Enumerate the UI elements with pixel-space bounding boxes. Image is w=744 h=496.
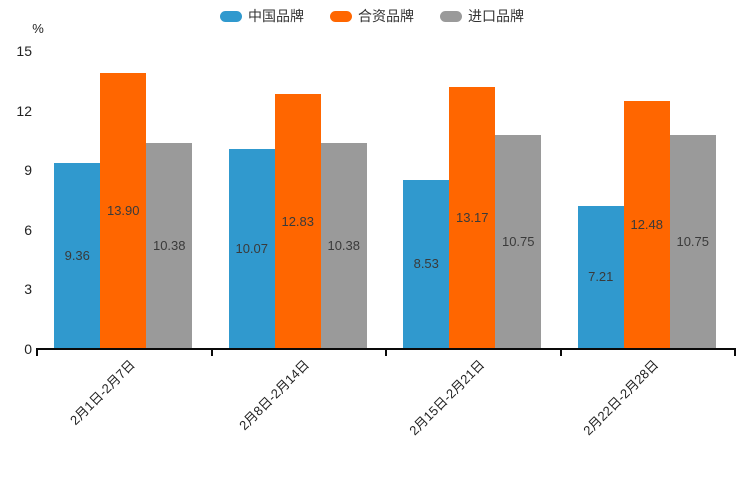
bar-value-label: 10.38 (327, 237, 361, 253)
legend-item-2[interactable]: 进口品牌 (440, 7, 524, 25)
bar-series1-group3[interactable]: 12.48 (623, 101, 670, 349)
bar-value-label: 13.90 (106, 202, 140, 218)
legend-item-0[interactable]: 中国品牌 (220, 7, 304, 25)
bar-series0-group1[interactable]: 10.07 (228, 148, 275, 349)
x-axis-tick-mark (385, 349, 387, 356)
legend-label: 进口品牌 (468, 8, 524, 24)
bar-value-label: 10.07 (235, 240, 269, 256)
bar-value-label: 13.17 (455, 210, 489, 226)
bar-series0-group2[interactable]: 8.53 (403, 179, 450, 349)
bar-value-label: 10.75 (676, 234, 710, 250)
legend: 中国品牌 合资品牌 进口品牌 (0, 6, 744, 26)
bar-value-label: 9.36 (64, 248, 90, 264)
bar-value-label: 12.48 (630, 217, 664, 233)
y-axis-unit-label: % (32, 21, 44, 36)
y-axis-tick-label: 12 (16, 102, 32, 119)
legend-marker-icon (220, 10, 242, 22)
legend-marker-icon (330, 10, 352, 22)
bar-series2-group0[interactable]: 10.38 (146, 142, 193, 349)
bar-value-label: 8.53 (413, 256, 439, 272)
x-axis-tick-mark (210, 349, 213, 356)
bar-series0-group0[interactable]: 9.36 (54, 163, 101, 349)
y-axis-tick-label: 6 (24, 221, 32, 238)
y-axis-tick-label: 3 (24, 281, 32, 298)
y-axis-tick-label: 15 (16, 43, 32, 59)
bar-series2-group3[interactable]: 10.75 (669, 135, 716, 349)
y-axis-tick-label: 0 (24, 341, 32, 357)
bar-value-label: 10.38 (152, 237, 186, 253)
bar-value-label: 10.75 (501, 234, 535, 250)
bar-series1-group2[interactable]: 13.17 (449, 87, 496, 349)
legend-item-1[interactable]: 合资品牌 (330, 7, 414, 25)
bar-series2-group2[interactable]: 10.75 (495, 135, 542, 349)
bar-value-label: 12.83 (281, 213, 315, 229)
legend-label: 中国品牌 (248, 8, 304, 24)
bar-series1-group0[interactable]: 13.90 (100, 72, 147, 349)
x-axis-tick-mark (559, 349, 562, 356)
x-axis-tick-mark (734, 349, 736, 356)
bar-value-label: 7.21 (588, 269, 614, 285)
x-axis-tick-mark (36, 349, 38, 356)
legend-label: 合资品牌 (358, 8, 414, 24)
bar-series0-group3[interactable]: 7.21 (577, 205, 624, 349)
y-axis-tick-label: 9 (24, 162, 32, 179)
bar-series1-group1[interactable]: 12.83 (274, 94, 321, 349)
bar-series2-group1[interactable]: 10.38 (320, 142, 367, 349)
legend-marker-icon (440, 10, 462, 22)
